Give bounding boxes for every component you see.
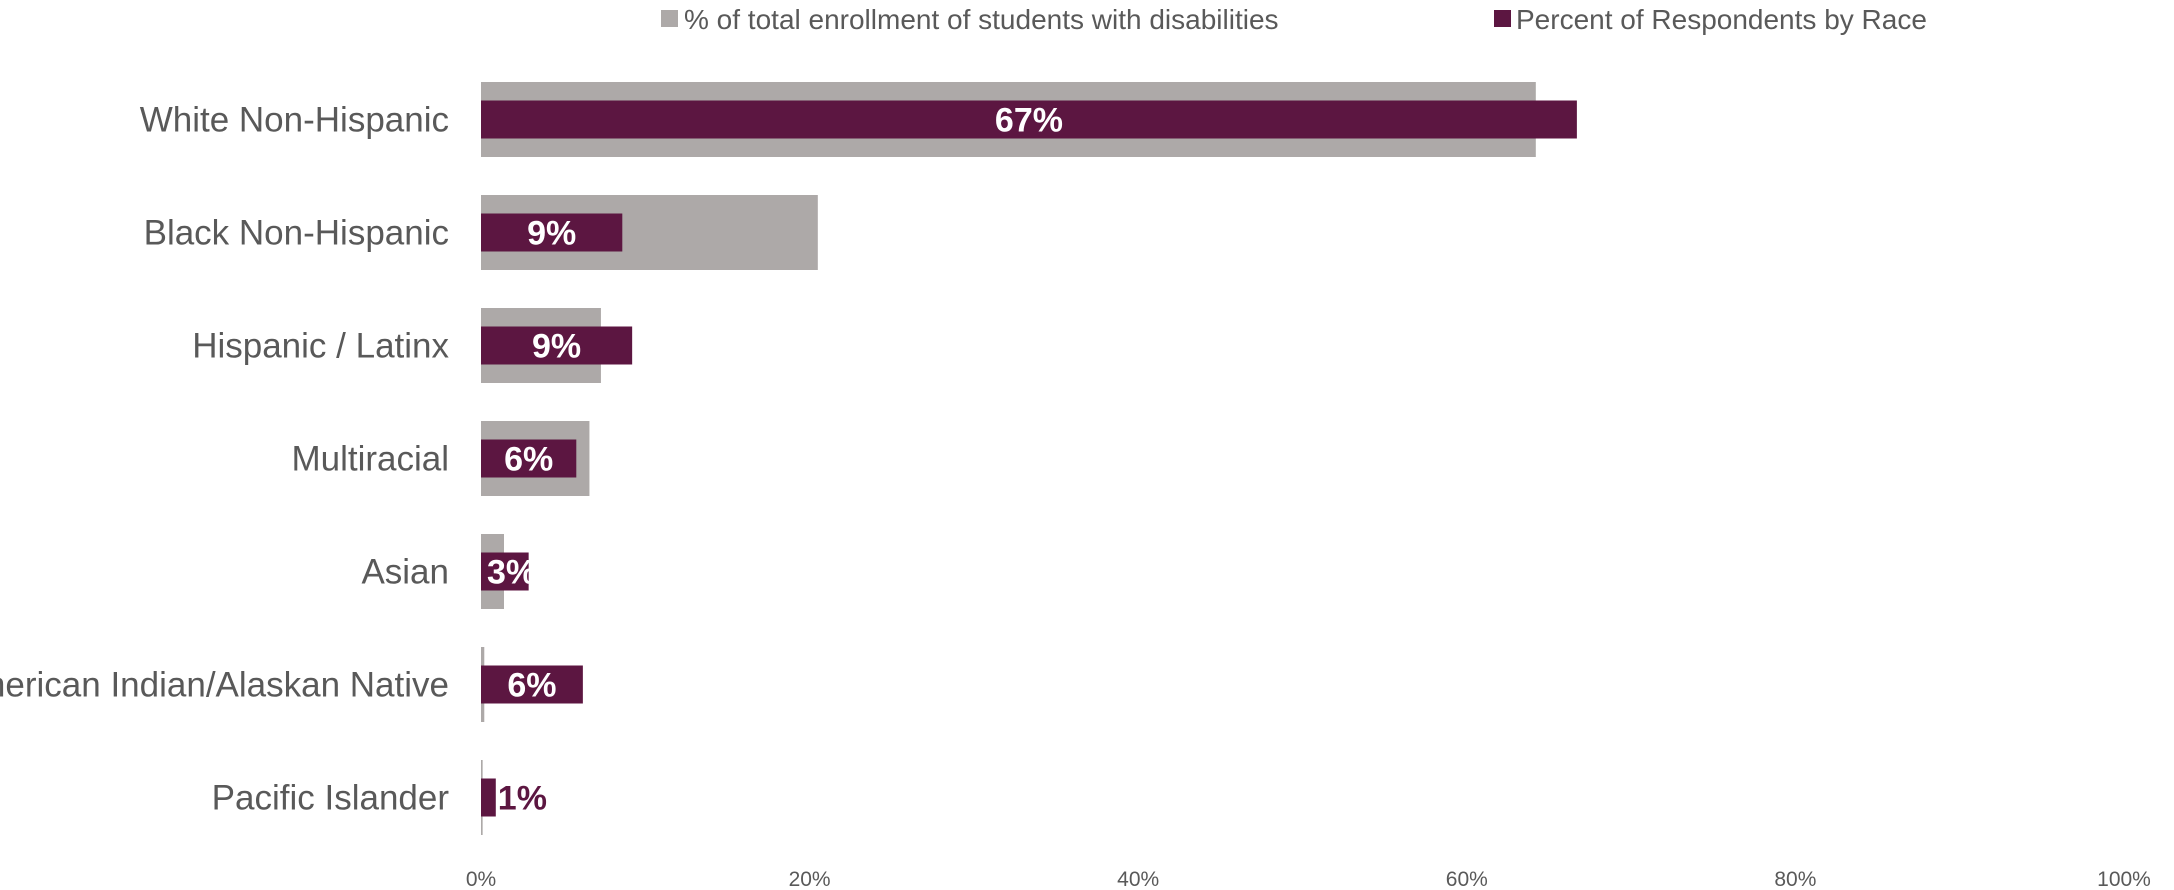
data-label: 6% <box>504 441 553 479</box>
category-label: Multiracial <box>291 440 449 479</box>
data-label: 1% <box>498 780 547 818</box>
legend-label: % of total enrollment of students with d… <box>684 4 1279 35</box>
x-tick-label: 40% <box>1117 868 1159 890</box>
category-label: Black Non-Hispanic <box>144 214 449 253</box>
legend-swatch <box>1494 10 1511 27</box>
legend: % of total enrollment of students with d… <box>661 4 1927 35</box>
x-tick-label: 80% <box>1774 868 1816 890</box>
x-tick-label: 20% <box>789 868 831 890</box>
category-label: Hispanic / Latinx <box>192 327 449 366</box>
category-labels: White Non-Hispanic Black Non-Hispanic Hisp… <box>0 101 449 818</box>
bars <box>481 82 1577 835</box>
bar-respondents <box>481 665 583 704</box>
category-label: White Non-Hispanic <box>140 101 449 140</box>
data-label: 67% <box>995 102 1063 140</box>
bar-respondents <box>481 778 496 817</box>
bar-respondents <box>481 552 529 591</box>
x-axis-tick-labels: 0% 20% 40% 60% 80% 100% <box>466 868 2151 890</box>
x-tick-label: 60% <box>1446 868 1488 890</box>
category-label: American Indian/Alaskan Native <box>0 666 449 705</box>
x-tick-label: 0% <box>466 868 496 890</box>
bar-respondents <box>481 213 623 252</box>
data-label: 9% <box>527 215 576 253</box>
data-label: 6% <box>507 667 556 705</box>
bar-respondents <box>481 439 577 478</box>
data-labels: 67% 9% 9% 6% 3% 6% 1% <box>487 102 1063 818</box>
bar-respondents <box>481 100 1577 139</box>
legend-swatch <box>661 10 678 27</box>
x-tick-label: 100% <box>2097 868 2151 890</box>
category-label: Asian <box>361 553 449 592</box>
data-label: 9% <box>532 328 581 366</box>
bar-respondents <box>481 326 633 365</box>
legend-label: Percent of Respondents by Race <box>1516 4 1927 35</box>
category-label: Pacific Islander <box>212 779 450 818</box>
data-label: 3% <box>487 554 536 592</box>
